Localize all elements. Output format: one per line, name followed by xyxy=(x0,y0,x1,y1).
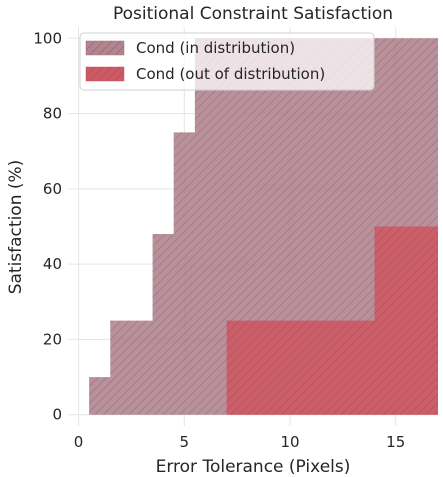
legend-label: Cond (out of distribution) xyxy=(136,65,325,83)
x-tick-label: 15 xyxy=(386,433,405,451)
x-tick-label: 0 xyxy=(74,433,84,451)
y-tick-label: 0 xyxy=(52,406,62,424)
legend-swatch xyxy=(85,40,125,56)
y-tick-label: 100 xyxy=(33,29,62,47)
y-tick-label: 40 xyxy=(43,255,62,273)
legend: Cond (in distribution) Cond (out of distr… xyxy=(79,32,375,91)
legend-swatch xyxy=(85,66,125,82)
y-tick-label: 60 xyxy=(43,180,62,198)
chart-title: Positional Constraint Satisfaction xyxy=(113,4,393,24)
legend-box xyxy=(79,32,375,91)
series-layer xyxy=(78,38,439,415)
y-tick-label: 80 xyxy=(43,105,62,123)
x-axis-label: Error Tolerance (Pixels) xyxy=(156,457,351,477)
x-tick-label: 5 xyxy=(180,433,190,451)
legend-label: Cond (in distribution) xyxy=(136,39,295,57)
series-area-out-of-distribution xyxy=(226,226,438,415)
y-axis-label: Satisfaction (%) xyxy=(6,160,26,295)
tick-labels: 0 5 10 15 0 20 40 60 80 100 xyxy=(33,29,405,451)
y-tick-label: 20 xyxy=(43,330,62,348)
x-tick-label: 10 xyxy=(280,433,299,451)
